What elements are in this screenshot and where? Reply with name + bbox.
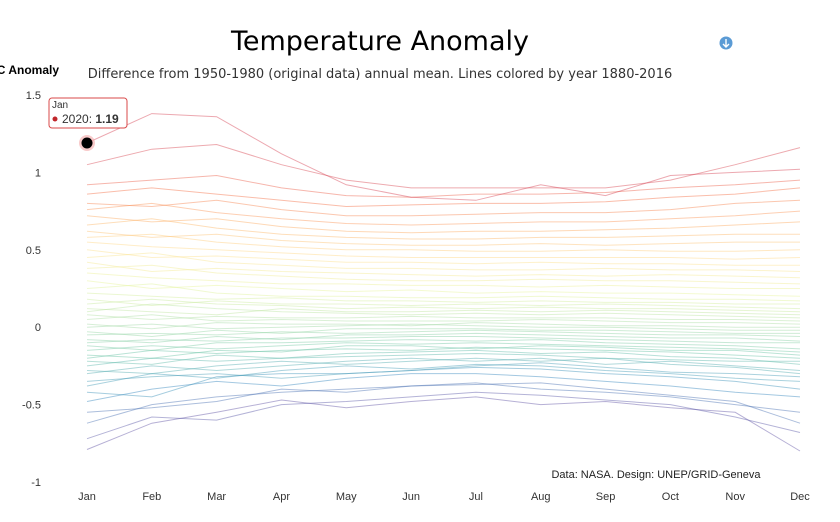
series-line	[86, 336, 800, 344]
x-tick-label: Sep	[596, 491, 616, 503]
y-tick-label: 0.5	[26, 245, 41, 257]
series-line	[86, 382, 801, 424]
x-tick-label: Jul	[469, 491, 483, 503]
series-line	[86, 345, 801, 359]
series-line	[86, 346, 801, 359]
series-line	[86, 391, 801, 440]
series-line	[86, 342, 801, 353]
series-line	[86, 366, 801, 398]
chart-subtitle: Difference from 1950-1980 (original data…	[88, 67, 673, 82]
series-line	[86, 252, 801, 272]
tooltip-value: 1.19	[95, 112, 119, 126]
series-line	[86, 357, 801, 375]
tooltip-series-label: 2020: 1.19	[62, 112, 119, 126]
series-line	[86, 382, 801, 413]
x-tick-label: Nov	[725, 491, 745, 503]
series-line	[86, 261, 801, 279]
x-tick-label: Feb	[142, 491, 161, 503]
series-line	[86, 339, 801, 351]
series-line	[86, 357, 801, 375]
y-tick-label: 1.5	[26, 90, 41, 102]
y-axis-ticks: -1 -0.5 0 0.5 1 1.5	[22, 90, 41, 489]
hover-marker-point	[81, 137, 93, 149]
series-line	[86, 215, 801, 234]
series-line	[86, 373, 801, 402]
series-line	[86, 218, 800, 240]
series-line	[86, 314, 801, 325]
series-line	[86, 332, 801, 344]
series-line	[86, 362, 801, 382]
series-line	[86, 187, 801, 208]
x-tick-label: Apr	[273, 491, 290, 503]
y-tick-label: 0	[35, 322, 41, 334]
series-line	[86, 241, 801, 260]
tooltip-box	[48, 97, 128, 129]
series-line	[86, 292, 800, 305]
series-lines	[86, 113, 801, 452]
x-tick-label: Oct	[662, 491, 679, 503]
chart-title: Temperature Anomaly	[230, 26, 529, 57]
x-axis-ticks: Jan Feb Mar Apr May Jun Jul Aug Sep Oct Nov Dec	[78, 491, 810, 503]
series-line	[86, 283, 801, 302]
series-line	[86, 199, 801, 217]
tooltip-separator: :	[89, 112, 96, 126]
series-line	[86, 280, 801, 297]
series-line	[86, 272, 800, 289]
series-line	[86, 322, 800, 330]
series-line	[86, 328, 800, 338]
download-icon-arrow	[722, 39, 730, 48]
series-line	[86, 329, 801, 337]
tooltip-series-marker	[52, 116, 58, 122]
series-line	[86, 352, 800, 367]
x-tick-label: Aug	[531, 491, 551, 503]
tooltip-month: Jan	[52, 100, 68, 111]
y-tick-label: 1	[35, 167, 41, 179]
series-line	[86, 303, 801, 319]
series-line	[86, 233, 801, 252]
series-line	[86, 264, 801, 285]
x-tick-label: May	[336, 491, 357, 503]
y-tick-label: -1	[31, 477, 41, 489]
series-line	[86, 174, 801, 198]
series-line	[86, 308, 801, 316]
series-line	[86, 143, 801, 189]
tooltip: Jan 2020: 1.19	[48, 97, 128, 129]
chart-credit: Data: NASA. Design: UNEP/GRID-Geneva	[551, 469, 761, 481]
series-line	[86, 249, 800, 266]
x-tick-label: Jan	[78, 491, 96, 503]
y-axis-label: °C Anomaly	[0, 63, 59, 77]
y-tick-label: -0.5	[22, 400, 41, 412]
series-line	[86, 298, 801, 310]
x-tick-label: Mar	[207, 491, 226, 503]
series-line	[86, 323, 800, 331]
x-tick-label: Dec	[790, 491, 810, 503]
series-line	[86, 314, 801, 322]
tooltip-year: 2020	[62, 112, 89, 126]
series-line	[86, 396, 801, 452]
series-line	[86, 349, 801, 365]
series-line	[86, 363, 801, 387]
series-line	[86, 230, 800, 246]
hover-marker	[79, 134, 95, 151]
download-button[interactable]	[719, 36, 733, 50]
x-tick-label: Jun	[402, 491, 420, 503]
series-line	[86, 202, 801, 226]
series-line	[86, 113, 801, 201]
series-line	[86, 298, 801, 313]
